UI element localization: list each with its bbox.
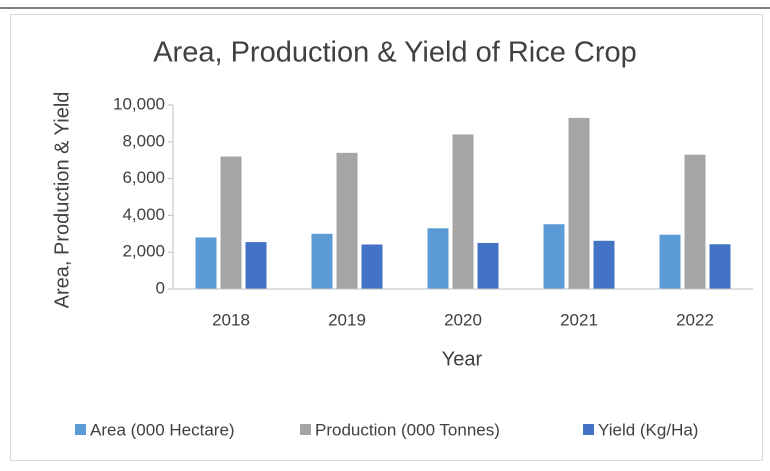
bar [568,117,590,289]
x-tick-label: 2019 [328,310,366,329]
bar [311,233,333,289]
y-tick-label: 2,000 [122,242,165,261]
bar [195,237,217,289]
legend-swatch [300,424,311,435]
bar [543,224,565,289]
y-tick-label: 10,000 [113,94,165,113]
y-tick-label: 6,000 [122,168,165,187]
legend-swatch [75,424,86,435]
x-tick-label: 2018 [212,310,250,329]
bar [245,242,267,289]
x-tick-label: 2020 [444,310,482,329]
bar [427,228,449,289]
chart-title: Area, Production & Yield of Rice Crop [153,37,637,69]
chart-frame [10,14,763,461]
legend-label: Yield (Kg/Ha) [598,420,698,439]
legend-swatch [583,424,594,435]
y-axis-title: Area, Production & Yield [51,92,73,309]
legend-label: Production (000 Tonnes) [315,420,500,439]
bar [659,234,681,289]
y-tick-label: 4,000 [122,205,165,224]
x-tick-label: 2022 [676,310,714,329]
bar [684,154,706,289]
bar [709,244,731,289]
x-axis-title: Year [442,348,483,370]
bar [361,244,383,289]
bar [452,134,474,289]
bar [593,240,615,289]
bar [336,152,358,289]
bar [220,156,242,289]
x-tick-label: 2021 [560,310,598,329]
bar [477,243,499,289]
y-tick-label: 0 [156,278,165,297]
y-tick-label: 8,000 [122,131,165,150]
legend-label: Area (000 Hectare) [90,420,235,439]
